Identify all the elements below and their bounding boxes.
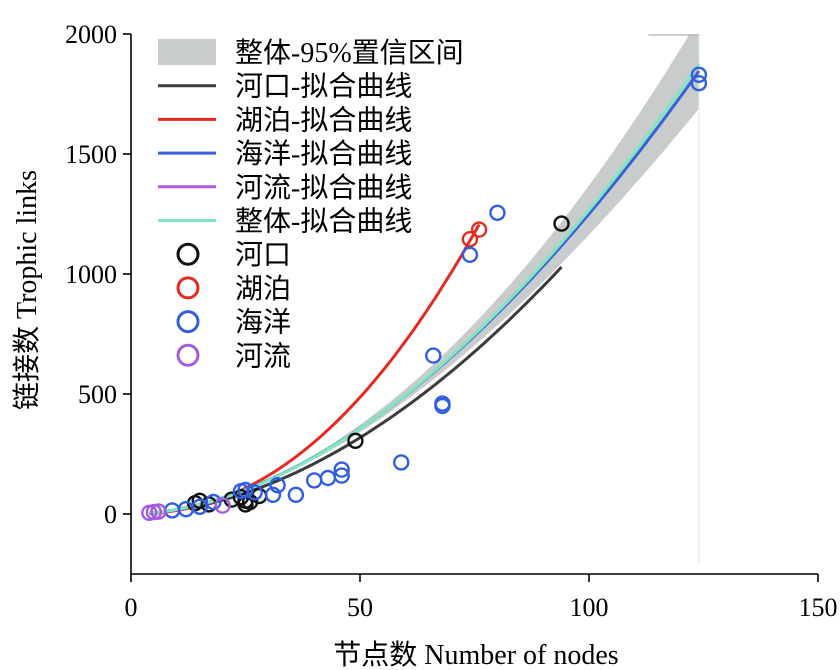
point-s3-21 [489, 204, 506, 222]
point-s4-3 [150, 503, 167, 520]
point-s3-23 [690, 66, 708, 84]
point-s3-12 [306, 472, 323, 489]
x-tick-label-0: 0 [125, 593, 138, 622]
x-tick-label-3: 150 [799, 593, 838, 622]
y-tick-label-4: 2000 [65, 20, 117, 49]
legend-marker-3 [176, 310, 200, 334]
point-s1-11 [553, 215, 570, 232]
confidence-band [149, 34, 699, 514]
axes [130, 34, 818, 575]
legend-label-fit-4: 河流-拟合曲线 [235, 172, 412, 204]
legend-label-series-1: 河口 [235, 240, 291, 271]
point-s3-19 [434, 395, 451, 412]
point-s4-4 [214, 497, 231, 514]
legend-label-fit-2: 湖泊-拟合曲线 [235, 104, 412, 136]
point-s3-4 [191, 498, 208, 515]
point-s3-9 [264, 486, 282, 503]
point-s3-7 [237, 481, 254, 499]
y-tick-label-0: 0 [104, 500, 117, 529]
legend: 整体-95%置信区间河口-拟合曲线湖泊-拟合曲线海洋-拟合曲线河流-拟合曲线整体… [158, 37, 464, 372]
legend-label-series-4: 河流 [235, 340, 291, 372]
point-s3-15 [333, 461, 350, 478]
legend-marker-2 [176, 276, 200, 300]
point-s3-14 [333, 467, 350, 484]
fit-curve-5 [149, 62, 701, 515]
point-s2-1 [461, 230, 479, 248]
point-s3-16 [393, 454, 410, 471]
legend-label-band: 整体-95%置信区间 [235, 37, 464, 69]
point-s1-10 [347, 432, 364, 449]
legend-marker-4 [176, 343, 200, 367]
point-s3-5 [205, 493, 222, 511]
legend-label-fit-1: 河口-拟合曲线 [235, 71, 412, 103]
point-s3-8 [246, 484, 263, 501]
point-s3-20 [461, 246, 479, 264]
x-axis-label: 节点数 Number of nodes [333, 639, 618, 670]
legend-label-series-3: 海洋 [235, 307, 291, 339]
point-s3-22 [690, 74, 708, 92]
plot-area [141, 34, 708, 564]
point-s3-17 [425, 347, 442, 364]
legend-label-fit-3: 海洋-拟合曲线 [235, 138, 412, 170]
x-tick-label-1: 50 [347, 593, 373, 622]
legend-label-series-2: 湖泊 [235, 273, 291, 305]
y-axis-label: 链接数 Trophic links [11, 170, 43, 410]
fit-curve-3 [149, 70, 701, 515]
y-tick-label-2: 1000 [65, 260, 117, 289]
y-tick-label-1: 500 [78, 380, 117, 409]
legend-label-fit-5: 整体-拟合曲线 [235, 206, 412, 238]
point-s2-2 [470, 221, 488, 238]
point-s3-11 [287, 486, 305, 503]
point-s3-10 [269, 477, 286, 494]
point-s3-13 [319, 469, 337, 487]
y-tick-label-3: 1500 [65, 140, 117, 169]
x-tick-label-2: 100 [570, 593, 609, 622]
legend-marker-1 [176, 242, 200, 266]
legend-swatch-band [158, 39, 216, 65]
